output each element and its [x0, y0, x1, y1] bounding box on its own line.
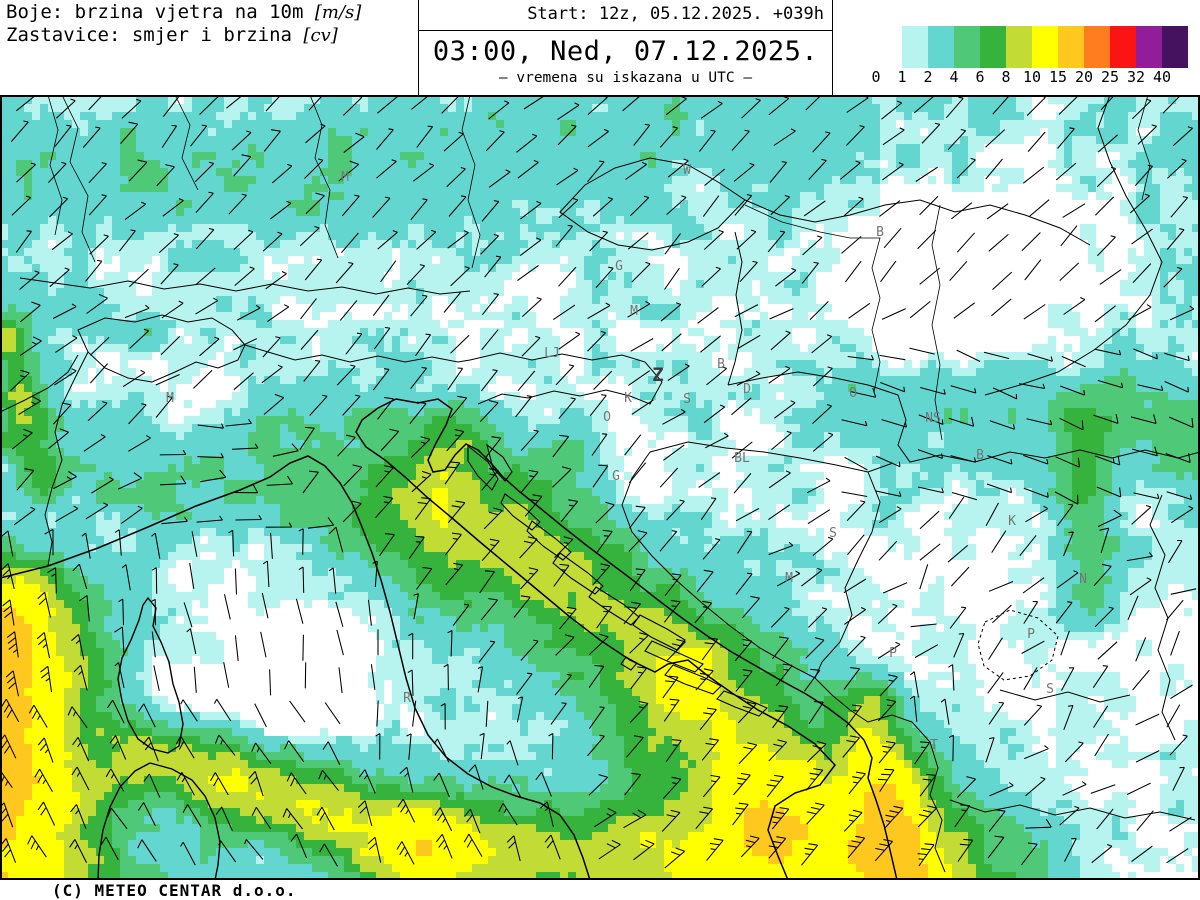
legend-cell — [954, 26, 980, 68]
svg-text:M: M — [785, 571, 793, 586]
legend-tick-label: 8 — [1001, 68, 1011, 86]
svg-text:S: S — [829, 526, 837, 541]
map-border — [0, 95, 1200, 880]
svg-text:M: M — [341, 170, 349, 185]
legend-tick-label: 40 — [1152, 68, 1172, 86]
svg-text:P: P — [1027, 627, 1035, 642]
legend-tick-label: 10 — [1022, 68, 1042, 86]
legend-cell — [1032, 26, 1058, 68]
title-line-2-text: Zastavice: smjer i brzina — [6, 24, 304, 46]
copyright: (C) METEO CENTAR d.o.o. — [52, 881, 297, 900]
svg-text:R: R — [403, 691, 411, 706]
svg-text:O: O — [849, 386, 857, 401]
svg-text:NS: NS — [925, 411, 941, 426]
legend-cell — [1162, 26, 1188, 68]
svg-text:B: B — [976, 448, 984, 463]
legend-cell — [1006, 26, 1032, 68]
map-title: Boje: brzina vjetra na 10m [m/s] Zastavi… — [6, 1, 361, 47]
wind-barbs — [0, 95, 1197, 869]
legend-cell — [1084, 26, 1110, 68]
svg-text:B: B — [717, 357, 725, 372]
wind-map: M W B G M LJ Z B D K S O O NS B G BL S K M N P P S T M R — [0, 95, 1200, 880]
legend-tick-label: 32 — [1126, 68, 1146, 86]
wind-speed-legend — [902, 26, 1188, 68]
legend-cell — [902, 26, 928, 68]
svg-text:BL: BL — [734, 451, 750, 466]
legend-tick-label: 1 — [897, 68, 907, 86]
svg-text:P: P — [889, 646, 897, 661]
legend-tick-label: 4 — [949, 68, 959, 86]
svg-text:W: W — [683, 163, 691, 178]
svg-text:Z: Z — [652, 364, 663, 386]
svg-text:T: T — [930, 738, 938, 753]
title-line-1: Boje: brzina vjetra na 10m [m/s] — [6, 1, 361, 24]
svg-text:O: O — [603, 410, 611, 425]
svg-text:G: G — [615, 259, 623, 274]
svg-text:K: K — [624, 391, 632, 406]
wind-speed-shading — [0, 96, 1200, 880]
city-markers: M W B G M LJ Z B D K S O O NS B G BL S K M N P P S T M R — [166, 163, 1087, 753]
svg-text:M: M — [630, 304, 638, 319]
svg-text:M: M — [166, 391, 174, 406]
svg-text:S: S — [683, 392, 691, 407]
title-line-2-unit: [cv] — [303, 25, 338, 46]
svg-text:K: K — [1008, 514, 1016, 529]
legend-cell — [928, 26, 954, 68]
svg-text:LJ: LJ — [544, 346, 560, 361]
utc-note: — vremena su iskazana u UTC — — [498, 70, 753, 86]
legend-tick-label: 25 — [1100, 68, 1120, 86]
legend-tick-label: 15 — [1048, 68, 1068, 86]
valid-time: 03:00, Ned, 07.12.2025. — [432, 36, 819, 67]
svg-text:S: S — [1046, 682, 1054, 697]
legend-tick-label: 0 — [871, 68, 881, 86]
legend-cell — [1136, 26, 1162, 68]
coastlines-and-borders — [0, 95, 1200, 880]
svg-text:D: D — [743, 382, 751, 397]
legend-tick-label: 2 — [923, 68, 933, 86]
title-line-2: Zastavice: smjer i brzina [cv] — [6, 24, 361, 47]
legend-cell — [1110, 26, 1136, 68]
svg-text:N: N — [1079, 572, 1087, 587]
legend-cell — [980, 26, 1006, 68]
title-line-1-unit: [m/s] — [314, 2, 362, 23]
model-run-info: Start: 12z, 05.12.2025. +039h — [419, 0, 832, 31]
legend-tick-label: 20 — [1074, 68, 1094, 86]
svg-text:B: B — [876, 225, 884, 240]
svg-text:G: G — [612, 469, 620, 484]
legend-tick-label: 6 — [975, 68, 985, 86]
time-panel: Start: 12z, 05.12.2025. +039h 03:00, Ned… — [418, 0, 833, 95]
legend-cell — [1058, 26, 1084, 68]
title-line-1-text: Boje: brzina vjetra na 10m — [6, 1, 315, 23]
